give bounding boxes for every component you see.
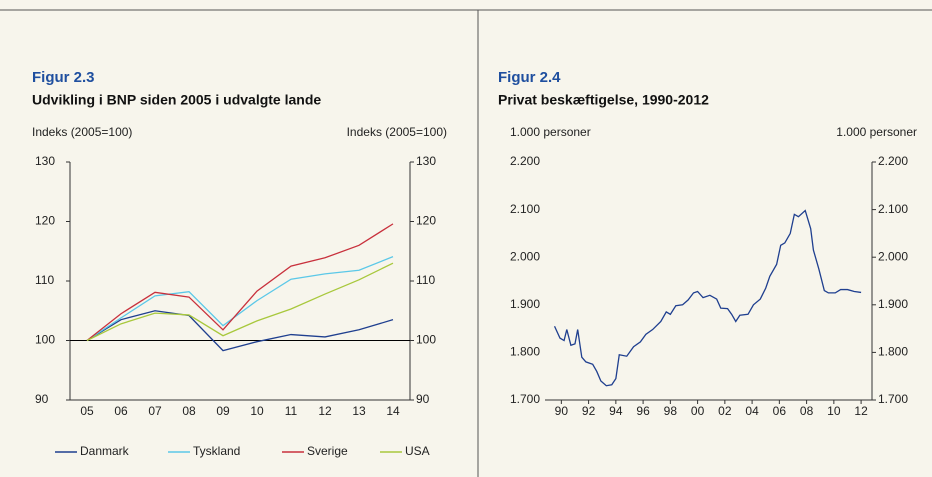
y2-tick-label: 110: [416, 273, 435, 287]
legend-label: Tyskland: [193, 444, 240, 458]
x-tick-label: 00: [691, 404, 705, 418]
y-tick-label: 2.000: [510, 249, 540, 263]
y2-tick-label: 1.800: [878, 345, 908, 359]
y2-tick-label: 2.100: [878, 202, 908, 216]
x-tick-label: 07: [148, 404, 162, 418]
y-tick-label: 90: [35, 392, 49, 406]
legend-label: USA: [405, 444, 430, 458]
x-tick-label: 96: [636, 404, 650, 418]
y-tick-label: 100: [35, 333, 55, 347]
y2-tick-label: 1.900: [878, 297, 908, 311]
x-tick-label: 02: [718, 404, 732, 418]
figure-label: Figur 2.4: [498, 69, 561, 86]
chart-title: Udvikling i BNP siden 2005 i udvalgte la…: [32, 92, 321, 108]
y2-axis-label: Indeks (2005=100): [347, 125, 447, 139]
y2-tick-label: 100: [416, 333, 436, 347]
x-tick-label: 92: [582, 404, 596, 418]
y-tick-label: 2.100: [510, 202, 540, 216]
series-line: [553, 209, 862, 387]
series-line: [86, 262, 394, 342]
y-tick-label: 110: [35, 273, 54, 287]
x-tick-label: 09: [216, 404, 230, 418]
y-axis-label: Indeks (2005=100): [32, 125, 132, 139]
y-axis-label: 1.000 personer: [510, 125, 591, 139]
x-tick-label: 10: [250, 404, 264, 418]
y-tick-label: 1.900: [510, 297, 540, 311]
y-tick-label: 130: [35, 154, 55, 168]
y2-tick-label: 90: [416, 392, 430, 406]
y2-tick-label: 1.700: [878, 392, 908, 406]
x-tick-label: 98: [664, 404, 678, 418]
figure-label: Figur 2.3: [32, 69, 95, 86]
series-line: [86, 256, 394, 342]
y2-tick-label: 120: [416, 214, 436, 228]
y2-tick-label: 2.200: [878, 154, 908, 168]
series-line: [86, 310, 394, 352]
x-tick-label: 08: [800, 404, 814, 418]
x-tick-label: 90: [555, 404, 569, 418]
x-tick-label: 04: [745, 404, 759, 418]
y-tick-label: 1.700: [510, 392, 540, 406]
y2-tick-label: 130: [416, 154, 436, 168]
x-tick-label: 06: [114, 404, 128, 418]
x-tick-label: 13: [352, 404, 366, 418]
chart-title: Privat beskæftigelse, 1990-2012: [498, 92, 709, 108]
x-tick-label: 12: [854, 404, 868, 418]
y-tick-label: 2.200: [510, 154, 540, 168]
legend-label: Sverige: [307, 444, 348, 458]
y2-tick-label: 2.000: [878, 249, 908, 263]
y2-axis-label: 1.000 personer: [836, 125, 917, 139]
x-tick-label: 08: [182, 404, 196, 418]
legend-label: Danmark: [80, 444, 130, 458]
x-tick-label: 05: [80, 404, 94, 418]
y-tick-label: 1.800: [510, 345, 540, 359]
x-tick-label: 10: [827, 404, 841, 418]
x-tick-label: 14: [386, 404, 400, 418]
series-line: [86, 223, 394, 342]
x-tick-label: 11: [285, 404, 298, 418]
y-tick-label: 120: [35, 214, 55, 228]
x-tick-label: 94: [609, 404, 623, 418]
x-tick-label: 06: [773, 404, 787, 418]
x-tick-label: 12: [318, 404, 332, 418]
